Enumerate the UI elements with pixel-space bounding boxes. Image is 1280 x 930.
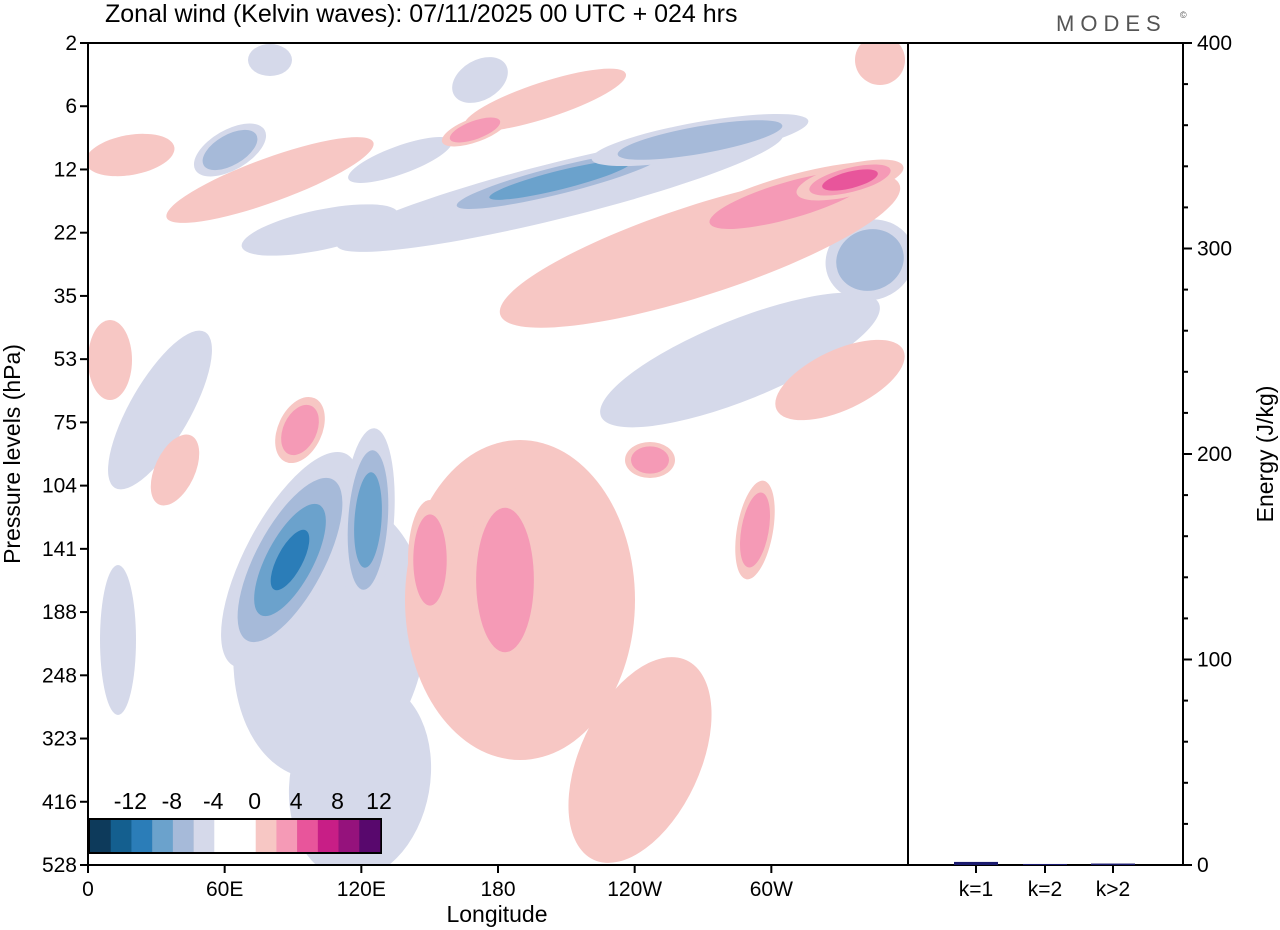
wavenumber-labels: k=1 k=2 k>2: [959, 865, 1130, 901]
energy-tick-label: 100: [1197, 649, 1232, 672]
positive-wind-contour: [631, 446, 669, 474]
energy-axis: 0 100 200 300 400: [1183, 32, 1232, 877]
longitude-tick-label: 0: [82, 878, 94, 901]
colorbar-swatch: [172, 820, 194, 852]
wavenumber-label: k>2: [1096, 878, 1130, 901]
colorbar-label: -12: [114, 788, 147, 814]
pressure-axis: 2 6 12 22 35 53 75 104 141 188 248 323 416 528: [42, 32, 88, 877]
energy-bar: [1091, 863, 1135, 865]
pressure-tick-label: 104: [42, 475, 77, 498]
longitude-axis: 0 60E 120E 180 120W 60W: [82, 865, 793, 901]
negative-wind-contour: [202, 129, 258, 171]
pressure-tick-label: 2: [65, 32, 77, 55]
energy-tick-label: 0: [1197, 854, 1209, 877]
negative-wind-contour: [836, 229, 904, 291]
colorbar-swatch: [359, 820, 381, 852]
energy-tick-label: 200: [1197, 443, 1232, 466]
negative-wind-contour: [108, 330, 212, 490]
energy-axis-title: Energy (J/kg): [1252, 386, 1278, 523]
colorbar-swatch: [131, 820, 153, 852]
colorbar-label: 0: [248, 788, 261, 814]
negative-wind-contour: [270, 529, 310, 591]
colorbar-label: 12: [366, 788, 392, 814]
pressure-tick-label: 416: [42, 791, 77, 814]
positive-wind-contour: [88, 133, 175, 177]
negative-wind-contour: [489, 160, 631, 200]
colorbar-swatch: [90, 820, 112, 852]
pressure-tick-label: 528: [42, 854, 77, 877]
energy-plot-frame: [907, 42, 1184, 866]
negative-wind-contour: [100, 565, 136, 715]
contour-field: [88, 43, 908, 865]
pressure-tick-label: 248: [42, 664, 77, 687]
colorbar-swatch: [193, 820, 215, 852]
pressure-tick-label: 141: [42, 538, 77, 561]
colorbar-label: 8: [331, 788, 344, 814]
colorbar: -12 -8 -4 0 4 8 12: [88, 788, 392, 854]
wavenumber-label: k=2: [1028, 878, 1062, 901]
negative-wind-contour: [354, 472, 382, 568]
pressure-tick-label: 22: [54, 222, 77, 245]
positive-wind-contour: [822, 169, 878, 191]
longitude-tick-label: 120E: [337, 878, 386, 901]
brand-logo: MODES: [1056, 11, 1167, 36]
colorbar-swatch: [235, 820, 257, 852]
pressure-tick-label: 188: [42, 601, 77, 624]
colorbar-swatch: [297, 820, 319, 852]
brand-mark: ©: [1180, 10, 1187, 20]
longitude-tick-label: 60E: [206, 878, 243, 901]
colorbar-swatch: [152, 820, 174, 852]
negative-wind-contour: [600, 292, 880, 428]
energy-bars: [954, 861, 1135, 865]
negative-wind-contour: [452, 57, 508, 103]
colorbar-swatch: [276, 820, 298, 852]
colorbar-swatch: [110, 820, 132, 852]
colorbar-swatch: [317, 820, 339, 852]
colorbar-label: -4: [203, 788, 224, 814]
longitude-tick-label: 180: [480, 878, 515, 901]
y-axis-title: Pressure levels (hPa): [0, 344, 25, 564]
negative-wind-contour: [617, 120, 783, 160]
colorbar-label: 4: [290, 788, 303, 814]
pressure-tick-label: 35: [54, 285, 77, 308]
x-axis-title: Longitude: [446, 901, 547, 927]
negative-wind-contour: [348, 137, 452, 183]
colorbar-label: -8: [162, 788, 182, 814]
positive-wind-contour: [88, 320, 132, 400]
longitude-tick-label: 120W: [607, 878, 662, 901]
positive-wind-contour: [413, 514, 447, 606]
colorbar-swatch: [214, 820, 236, 852]
energy-tick-label: 400: [1197, 32, 1232, 55]
positive-wind-contour: [476, 507, 534, 653]
pressure-tick-label: 323: [42, 728, 77, 751]
pressure-tick-label: 6: [65, 95, 77, 118]
positive-wind-contour: [739, 492, 771, 568]
colorbar-swatch: [338, 820, 360, 852]
pressure-tick-label: 12: [54, 158, 77, 181]
positive-wind-contour: [281, 404, 319, 456]
negative-wind-contour: [248, 44, 292, 76]
colorbar-swatch: [255, 820, 277, 852]
negative-wind-contour: [241, 204, 399, 256]
pressure-tick-label: 53: [54, 348, 77, 371]
longitude-tick-label: 60W: [750, 878, 793, 901]
wavenumber-label: k=1: [959, 878, 993, 901]
positive-wind-contour: [568, 657, 712, 863]
chart-title: Zonal wind (Kelvin waves): 07/11/2025 00…: [105, 0, 738, 28]
energy-bar: [1023, 863, 1067, 865]
energy-tick-label: 300: [1197, 238, 1232, 261]
pressure-tick-label: 75: [54, 411, 77, 434]
energy-bar: [954, 861, 998, 865]
positive-wind-contour: [775, 339, 905, 421]
positive-wind-contour: [449, 117, 501, 143]
positive-wind-contour: [150, 434, 200, 506]
positive-wind-contour: [855, 43, 905, 85]
positive-wind-contour: [166, 137, 374, 223]
